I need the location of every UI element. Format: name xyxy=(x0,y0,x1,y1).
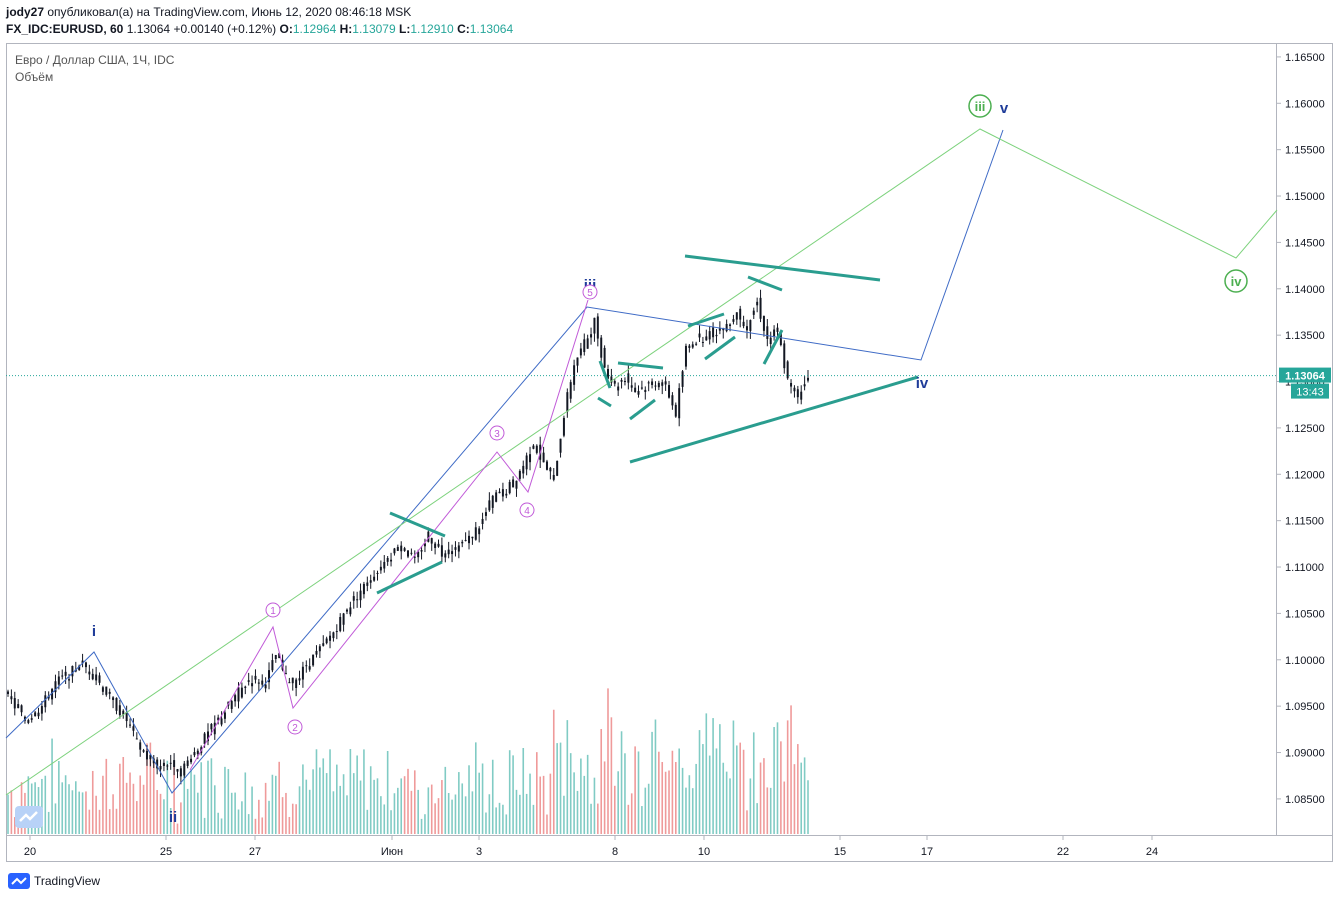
footer: TradingView xyxy=(8,873,100,889)
high-label: H: xyxy=(339,22,353,36)
open-label: O: xyxy=(279,22,293,36)
publish-info: jody27 опубликовал(а) на TradingView.com… xyxy=(6,5,411,19)
axis-corner xyxy=(1277,836,1333,862)
author-name: jody27 xyxy=(6,5,45,19)
published-text: опубликовал(а) на TradingView.com, Июнь … xyxy=(47,5,412,19)
tradingview-watermark-icon xyxy=(15,806,43,828)
symbol-label: FX_IDC:EURUSD, 60 xyxy=(6,22,124,36)
high-value: 1.13079 xyxy=(352,22,396,36)
time-axis[interactable] xyxy=(6,836,1277,862)
tradingview-logo-icon xyxy=(8,873,30,889)
footer-brand: TradingView xyxy=(34,874,101,888)
open-value: 1.12964 xyxy=(292,22,337,36)
price-change: +0.00140 (+0.12%) xyxy=(173,22,277,36)
low-value: 1.12910 xyxy=(410,22,454,36)
close-label: C: xyxy=(457,22,470,36)
price-axis[interactable] xyxy=(1277,43,1333,836)
chart-pane[interactable] xyxy=(6,43,1277,836)
close-value: 1.13064 xyxy=(469,22,514,36)
series-title: Евро / Доллар США, 1Ч, IDC xyxy=(15,53,175,67)
ohlc-line: FX_IDC:EURUSD, 60 1.13064 +0.00140 (+0.1… xyxy=(6,22,513,36)
low-label: L: xyxy=(399,22,411,36)
volume-title: Объём xyxy=(15,70,54,84)
last-price: 1.13064 xyxy=(126,22,171,36)
